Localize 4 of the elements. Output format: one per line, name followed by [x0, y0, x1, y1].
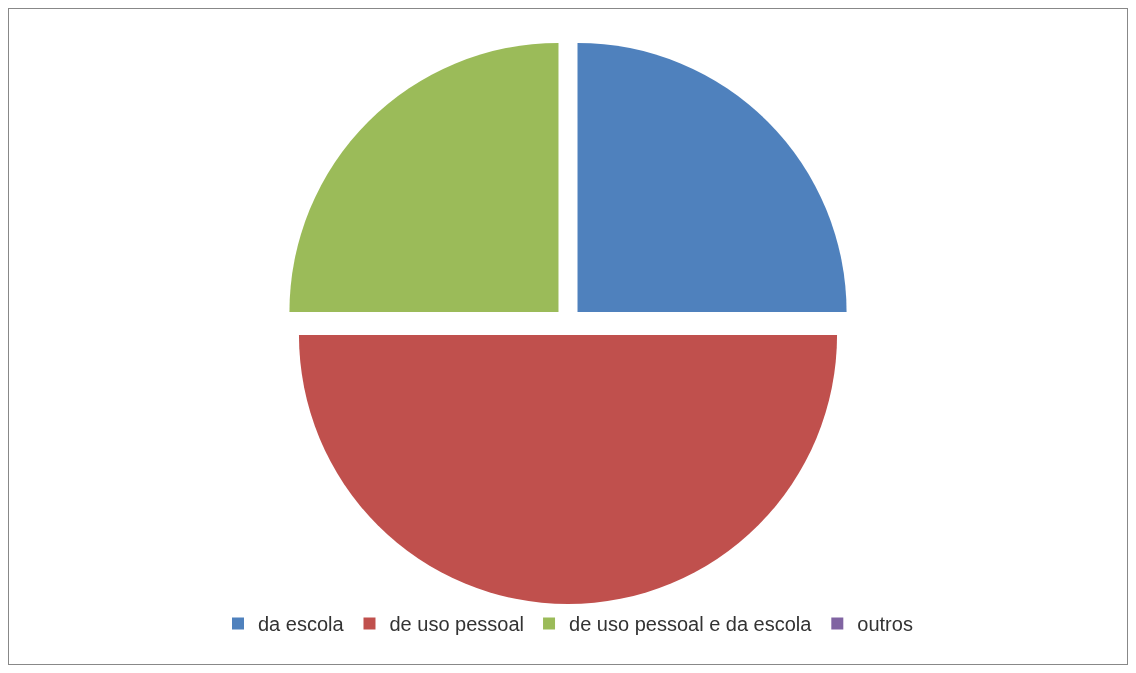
legend-label: da escola: [258, 613, 345, 636]
legend-label: de uso pessoal e da escola: [569, 613, 813, 636]
legend-label: outros: [857, 613, 913, 636]
legend-label: de uso pessoal: [389, 613, 525, 636]
